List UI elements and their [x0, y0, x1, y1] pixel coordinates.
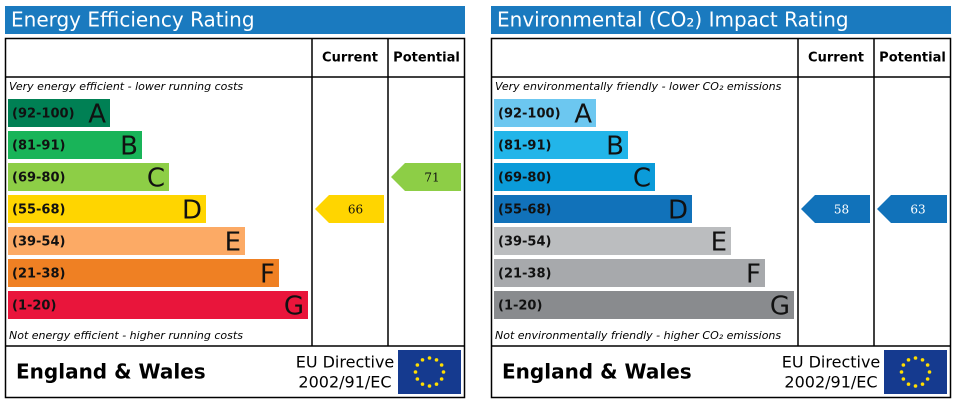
band-range: (39-54) — [498, 235, 551, 250]
directive: 2002/91/EC — [784, 373, 877, 392]
band-letter: A — [88, 100, 106, 130]
top-note: Very energy efficient - lower running co… — [9, 80, 243, 93]
bottom-note: Not energy efficient - higher running co… — [9, 329, 243, 342]
band-letter: F — [260, 260, 275, 290]
band-letter: A — [574, 100, 592, 130]
eu-star — [913, 384, 918, 388]
column-header: Potential — [879, 51, 946, 66]
eu-star — [920, 358, 925, 362]
band-letter: G — [284, 292, 304, 322]
column-header: Current — [322, 51, 378, 66]
band-bar — [494, 195, 692, 223]
eu-star — [434, 382, 439, 386]
eu-star — [439, 377, 444, 381]
eu-star — [439, 363, 444, 367]
title-bar — [5, 6, 465, 34]
band-bar — [8, 291, 308, 319]
top-note: Very environmentally friendly - lower CO… — [495, 80, 782, 93]
band-bar — [494, 227, 731, 255]
column-header: Potential — [393, 51, 460, 66]
eu-star — [906, 358, 911, 362]
band-bar — [8, 227, 245, 255]
band-letter: G — [770, 292, 790, 322]
band-range: (55-68) — [12, 203, 65, 218]
eu-star — [927, 370, 932, 374]
band-bar — [8, 163, 169, 191]
eu-star — [901, 363, 906, 367]
band-range: (92-100) — [12, 107, 75, 122]
band-range: (81-91) — [12, 139, 65, 154]
band-letter: F — [746, 260, 761, 290]
band-letter: B — [120, 132, 138, 162]
eu-star — [899, 370, 904, 374]
rating-value: 63 — [910, 203, 925, 217]
eu-star — [413, 370, 418, 374]
band-range: (69-80) — [498, 171, 551, 186]
band-bar — [8, 195, 206, 223]
eu-star — [415, 377, 420, 381]
band-range: (81-91) — [498, 139, 551, 154]
band-range: (21-38) — [498, 267, 551, 282]
band-range: (55-68) — [498, 203, 551, 218]
band-letter: D — [668, 196, 688, 226]
frame — [490, 37, 952, 399]
eu-star — [925, 377, 930, 381]
band-bar — [494, 163, 655, 191]
band-letter: E — [225, 228, 241, 258]
eu-star — [901, 377, 906, 381]
band-bar — [8, 259, 279, 287]
band-letter: D — [182, 196, 202, 226]
eu-star — [420, 382, 425, 386]
band-range: (39-54) — [12, 235, 65, 250]
eu-star — [434, 358, 439, 362]
band-range: (1-20) — [498, 299, 542, 314]
title-bar — [491, 6, 951, 34]
eu-star — [925, 363, 930, 367]
eu-star — [427, 356, 432, 360]
rating-value: 71 — [424, 171, 439, 185]
band-letter: B — [606, 132, 624, 162]
eu-star — [441, 370, 446, 374]
band-bar — [494, 99, 596, 127]
eu-star — [415, 363, 420, 367]
rating-arrow — [877, 195, 947, 223]
band-bar — [8, 131, 142, 159]
region: England & Wales — [16, 360, 206, 384]
eu-star — [920, 382, 925, 386]
frame — [4, 37, 466, 399]
band-bar — [494, 131, 628, 159]
eu-star — [906, 382, 911, 386]
rating-arrow — [391, 163, 461, 191]
chart-title: Energy Efficiency Rating — [11, 8, 255, 32]
rating-arrow — [315, 195, 384, 223]
band-letter: C — [147, 164, 165, 194]
bottom-note: Not environmentally friendly - higher CO… — [495, 329, 781, 342]
band-range: (92-100) — [498, 107, 561, 122]
directive: EU Directive — [296, 353, 395, 372]
band-range: (69-80) — [12, 171, 65, 186]
rating-value: 58 — [834, 203, 849, 217]
rating-arrow — [801, 195, 870, 223]
band-letter: C — [633, 164, 651, 194]
chart-title: Environmental (CO₂) Impact Rating — [497, 8, 849, 32]
eu-star — [913, 356, 918, 360]
band-range: (21-38) — [12, 267, 65, 282]
band-letter: E — [711, 228, 727, 258]
eu-star — [427, 384, 432, 388]
band-bar — [494, 259, 765, 287]
band-range: (1-20) — [12, 299, 56, 314]
eu-star — [420, 358, 425, 362]
band-bar — [494, 291, 794, 319]
column-header: Current — [808, 51, 864, 66]
directive: EU Directive — [782, 353, 881, 372]
region: England & Wales — [502, 360, 692, 384]
directive: 2002/91/EC — [298, 373, 391, 392]
rating-value: 66 — [348, 203, 363, 217]
band-bar — [8, 99, 110, 127]
